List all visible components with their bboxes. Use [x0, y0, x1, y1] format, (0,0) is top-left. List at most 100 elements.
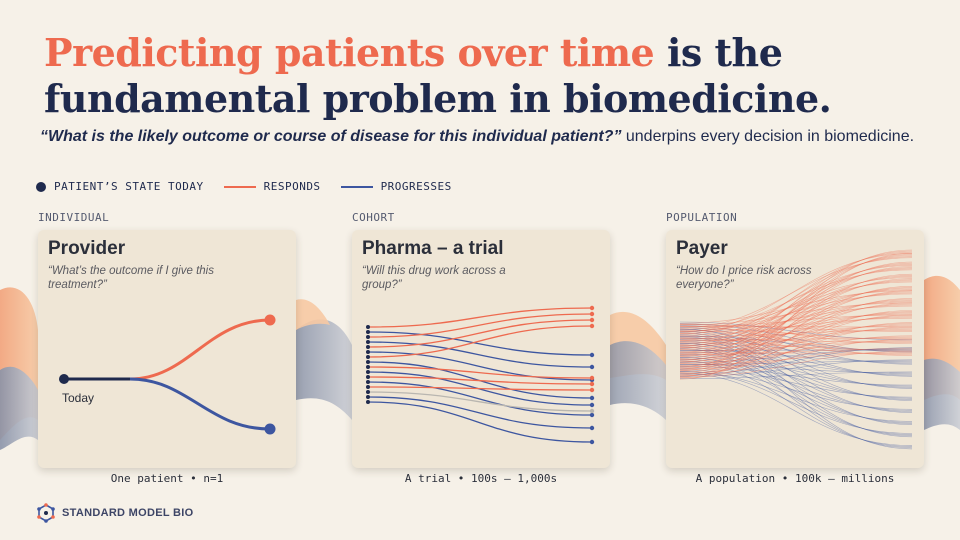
cohort-end-point: [589, 375, 595, 381]
responds-line-icon: [223, 185, 256, 188]
column-heading-individual: INDIVIDUAL: [38, 211, 110, 224]
population-trajectory: [679, 334, 913, 438]
subtitle-question: “What is the likely outcome or course of…: [40, 128, 622, 145]
population-trajectory: [679, 328, 913, 401]
population-trajectory: [679, 337, 913, 364]
today-dot-icon: [36, 181, 46, 192]
population-trajectory: [679, 317, 913, 336]
subtitle-rest: underpins every decision in biomedicine.: [621, 128, 915, 145]
cohort-start-point: [366, 375, 370, 379]
population-trajectory: [679, 293, 913, 332]
population-trajectory: [679, 268, 913, 343]
card-title-provider: Provider: [48, 238, 126, 259]
population-trajectory: [679, 367, 913, 398]
cohort-end-point: [589, 439, 595, 445]
title-accent: Predicting patients over time: [44, 30, 655, 75]
caption-population: A population • 100k – millions: [695, 472, 895, 485]
population-trajectory: [679, 324, 913, 332]
cohort-end-point: [589, 323, 595, 329]
population-trajectory: [679, 341, 913, 352]
cohort-end-point: [589, 395, 595, 401]
provider-diagram: [59, 314, 276, 435]
population-trajectory: [679, 325, 913, 365]
population-trajectory: [679, 330, 913, 338]
population-trajectory: [679, 275, 913, 361]
population-trajectory: [679, 336, 913, 450]
population-trajectory: [679, 365, 913, 386]
population-trajectory: [679, 348, 913, 363]
cohort-end-point: [589, 364, 595, 370]
population-trajectory: [679, 257, 913, 329]
cohort-start-point: [366, 370, 370, 374]
population-trajectory: [679, 371, 913, 422]
population-trajectory: [679, 261, 913, 372]
population-trajectory: [679, 277, 913, 335]
population-trajectory: [679, 330, 913, 352]
population-trajectory: [679, 352, 913, 366]
brand-name: STANDARD MODEL BIO: [62, 507, 194, 519]
population-trajectory: [679, 371, 913, 379]
cohort-start-point: [366, 335, 370, 339]
population-trajectory: [679, 265, 913, 335]
card-title-pharma: Pharma – a trial: [362, 238, 504, 259]
population-trajectory: [679, 343, 913, 400]
card-provider: Provider “What’s the outcome if I give t…: [38, 230, 296, 468]
population-trajectory: [679, 322, 913, 379]
population-trajectory: [679, 358, 913, 435]
population-trajectory: [679, 321, 913, 341]
population-trajectory: [679, 348, 913, 449]
population-trajectory: [679, 304, 913, 346]
population-trajectory: [679, 290, 913, 371]
cohort-end-point: [589, 425, 595, 431]
population-trajectory: [679, 359, 913, 378]
population-trajectory: [679, 324, 913, 344]
cohort-start-point: [366, 355, 370, 359]
cohort-trajectory: [367, 319, 593, 348]
population-trajectory: [679, 344, 913, 424]
cohort-trajectory: [367, 391, 593, 412]
cohort-start-point: [366, 360, 370, 364]
population-trajectory: [679, 328, 913, 350]
population-trajectory: [679, 346, 913, 436]
cohort-end-point: [589, 381, 595, 387]
population-trajectory: [679, 324, 913, 354]
card-pharma: Pharma – a trial “Will this drug work ac…: [352, 230, 610, 468]
population-trajectory: [679, 254, 913, 368]
card-payer: Payer “How do I price risk across everyo…: [666, 230, 924, 468]
population-trajectory: [679, 337, 913, 342]
cohort-start-point: [366, 345, 370, 349]
population-trajectory: [679, 347, 913, 376]
cohort-start-point: [366, 325, 370, 329]
population-trajectory: [679, 249, 913, 370]
population-trajectory: [679, 302, 913, 373]
population-trajectory: [679, 273, 913, 373]
population-trajectory: [679, 290, 913, 324]
population-trajectory: [679, 281, 913, 332]
card-quote-payer: “How do I price risk across everyone?”: [676, 265, 812, 291]
cohort-start-point: [366, 385, 370, 389]
population-trajectory: [679, 255, 913, 353]
population-trajectory: [679, 288, 913, 349]
cohort-end-point: [589, 311, 595, 317]
caption-individual: One patient • n=1: [110, 472, 224, 485]
population-trajectory: [679, 342, 913, 351]
population-trajectory: [679, 278, 913, 369]
population-trajectory: [679, 328, 913, 340]
cohort-trajectory: [367, 351, 593, 381]
progresses-endpoint: [264, 423, 276, 435]
population-trajectory: [679, 348, 913, 356]
page-title: Predicting patients over time is the fun…: [44, 30, 924, 122]
column-heading-population: POPULATION: [666, 211, 738, 224]
population-trajectory: [679, 262, 913, 359]
population-trajectory: [679, 286, 913, 375]
population-trajectory: [679, 347, 913, 370]
population-trajectory: [679, 312, 913, 352]
legend-item-today: PATIENT’S STATE TODAY: [36, 180, 204, 193]
population-trajectory: [679, 314, 913, 375]
title-rest-line1: is the: [654, 30, 783, 75]
population-trajectory: [679, 266, 913, 367]
population-trajectory: [679, 325, 913, 342]
population-trajectory: [679, 328, 913, 389]
population-trajectory: [679, 300, 913, 350]
